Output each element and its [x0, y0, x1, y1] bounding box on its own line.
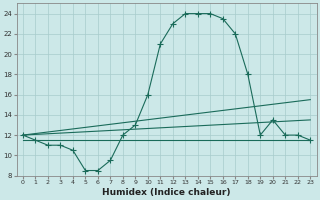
X-axis label: Humidex (Indice chaleur): Humidex (Indice chaleur)	[102, 188, 231, 197]
